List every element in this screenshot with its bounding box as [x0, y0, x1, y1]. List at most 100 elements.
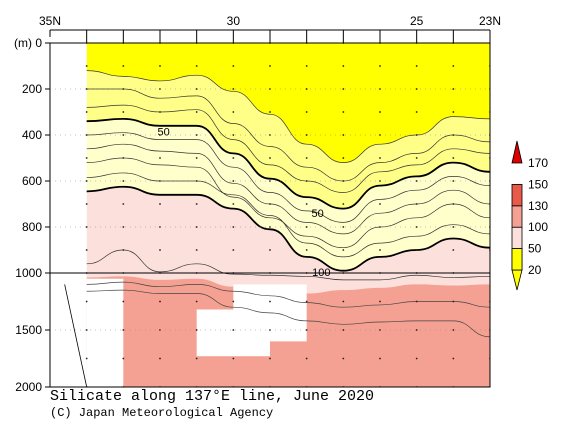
- sample-dot: [415, 329, 418, 331]
- sample-dot: [452, 357, 455, 360]
- x-tick-label: 35N: [39, 14, 61, 28]
- contour-line-2: [86, 104, 490, 193]
- sample-dot: [195, 134, 198, 136]
- sample-dot: [415, 134, 418, 136]
- no-data-area-0: [50, 43, 87, 387]
- colorbar-high-arrow: [511, 140, 523, 164]
- sample-dot: [122, 88, 125, 90]
- sample-dot: [232, 357, 235, 360]
- sample-dot: [195, 65, 198, 67]
- y-tick-label: 200: [22, 82, 42, 96]
- sample-dot: [85, 111, 88, 113]
- sample-dot: [305, 88, 308, 90]
- sample-dot: [159, 357, 161, 360]
- sample-dot: [85, 134, 88, 136]
- sample-dot: [415, 180, 418, 182]
- sample-dot: [85, 203, 88, 205]
- deep-contour-line-1: [86, 289, 490, 338]
- sample-dot: [415, 157, 418, 159]
- sample-dot: [269, 357, 271, 360]
- sample-dot: [85, 329, 88, 331]
- colorbar-segment: [511, 248, 523, 271]
- sample-dot: [342, 134, 345, 136]
- x-axis: 35N 30 25 23N: [39, 14, 501, 43]
- sample-dot: [452, 300, 455, 303]
- sample-dot: [232, 300, 235, 303]
- sample-dot: [342, 111, 345, 113]
- band-deep-pink: [86, 250, 490, 294]
- sample-dot: [379, 157, 381, 159]
- contour-line-6: [86, 172, 490, 258]
- sample-dot: [379, 203, 381, 205]
- sample-dot: [342, 157, 345, 159]
- y-tick-label: 600: [22, 174, 42, 188]
- sample-dot: [195, 157, 198, 159]
- y-axis-unit: (m): [14, 36, 32, 50]
- band-50-100: [86, 118, 490, 271]
- sample-dot: [122, 111, 125, 113]
- sample-dot: [415, 357, 418, 360]
- sample-dot: [452, 65, 455, 67]
- sample-dot: [122, 300, 125, 303]
- sample-dot: [305, 111, 308, 113]
- sample-dot: [85, 357, 88, 360]
- sample-dot: [452, 180, 455, 182]
- sample-dot: [232, 88, 235, 90]
- sample-dot: [415, 203, 418, 205]
- sample-dot: [195, 226, 198, 228]
- y-tick-label: 1000: [15, 266, 42, 280]
- x-tick-label: 25: [410, 14, 424, 28]
- sample-dot: [85, 226, 88, 228]
- sample-dot: [122, 65, 125, 67]
- sample-dot: [195, 329, 198, 331]
- contour-line-3: [86, 132, 490, 223]
- no-data-area-1: [86, 278, 124, 387]
- y-tick-label: 2000: [15, 380, 42, 394]
- sample-dot: [122, 357, 125, 360]
- sample-dot: [415, 300, 418, 303]
- contour-line-0: [86, 70, 490, 163]
- sample-dot: [269, 300, 271, 303]
- sample-dot: [159, 111, 161, 113]
- x-tick-label: 30: [227, 14, 241, 28]
- contour-line-50: [86, 117, 490, 210]
- sample-dot: [415, 65, 418, 67]
- sample-dot: [195, 111, 198, 113]
- sample-dot: [232, 203, 235, 205]
- sample-dot: [122, 249, 125, 251]
- sample-dot: [85, 88, 88, 90]
- sample-dot: [195, 249, 198, 251]
- sample-dot: [232, 157, 235, 159]
- sample-dot: [269, 111, 271, 113]
- y-axis: (m) 0 200 400 600 800 1000 1500 2000: [14, 36, 50, 394]
- sample-dot: [379, 111, 381, 113]
- colorbar-segment: [511, 226, 523, 249]
- sample-dot: [269, 65, 271, 67]
- sample-dot: [415, 111, 418, 113]
- sample-dot: [452, 329, 455, 331]
- sample-dot: [232, 180, 235, 182]
- sample-dot: [342, 329, 345, 331]
- sample-dot: [122, 329, 125, 331]
- sample-dot: [379, 357, 381, 360]
- sample-dot: [85, 249, 88, 251]
- colorbar: 20 50 100 130 150 170: [511, 140, 548, 291]
- contour-label-0: 50: [158, 127, 170, 139]
- sample-dot: [85, 157, 88, 159]
- sample-dot: [85, 65, 88, 67]
- colorbar-label: 20: [528, 263, 542, 277]
- sample-dot: [232, 249, 235, 251]
- sample-dot: [305, 329, 308, 331]
- sample-dot: [342, 357, 345, 360]
- sample-dot: [232, 134, 235, 136]
- sample-dot: [342, 88, 345, 90]
- sample-dot: [232, 226, 235, 228]
- sample-dot: [269, 203, 271, 205]
- sample-dot: [342, 226, 345, 228]
- sample-dot: [85, 300, 88, 303]
- colorbar-label: 50: [528, 242, 542, 256]
- sample-dot: [159, 300, 161, 303]
- sample-dot: [452, 203, 455, 205]
- sample-dot: [305, 203, 308, 205]
